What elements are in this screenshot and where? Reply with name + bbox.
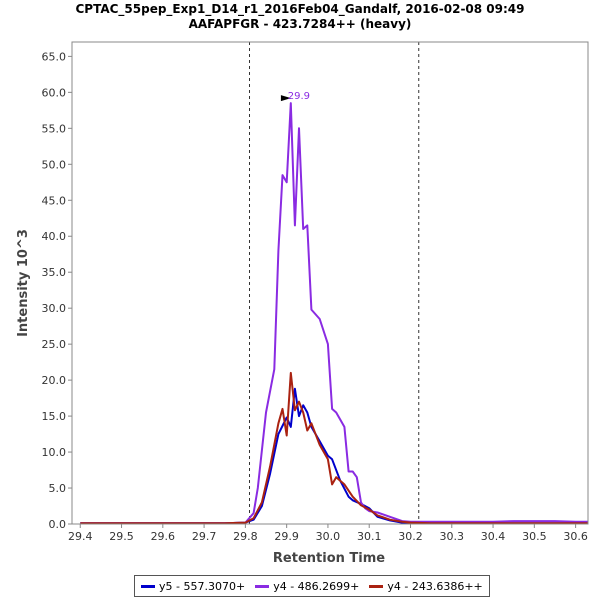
- x-tick-label: 29.6: [151, 530, 176, 543]
- x-tick-label: 30.0: [316, 530, 341, 543]
- peak-marker-arrow: [280, 95, 291, 102]
- x-tick-label: 29.7: [192, 530, 217, 543]
- chromatogram-chart: CPTAC_55pep_Exp1_D14_r1_2016Feb04_Gandal…: [16, 2, 589, 566]
- legend-label: y4 - 486.2699+: [273, 579, 360, 593]
- x-tick-label: 30.4: [481, 530, 506, 543]
- legend: y5 - 557.3070+ y4 - 486.2699+ y4 - 243.638…: [134, 575, 490, 597]
- y-axis-ticks: 0.0 5.0 10.0 15.0 20.0 25.0 30.0 35.0 40.0 45.0 50…: [42, 50, 72, 531]
- y-tick-label: 40.0: [42, 230, 67, 243]
- peak-label: 29.9: [288, 91, 310, 102]
- x-tick-label: 29.4: [68, 530, 93, 543]
- chart-subtitle: AAFAPFGR - 423.7284++ (heavy): [189, 17, 412, 31]
- legend-swatch: [255, 584, 270, 588]
- legend-item: y4 - 486.2699+: [255, 580, 359, 593]
- x-tick-label: 29.5: [109, 530, 134, 543]
- x-tick-label: 30.6: [563, 530, 588, 543]
- y-tick-label: 45.0: [42, 194, 67, 207]
- x-tick-label: 29.9: [274, 530, 299, 543]
- legend-item: y4 - 243.6386++: [369, 579, 483, 593]
- plot-area-border: [71, 41, 589, 525]
- legend-swatch: [141, 584, 155, 588]
- y-tick-label: 65.0: [42, 50, 67, 63]
- x-tick-label: 29.8: [233, 530, 258, 543]
- y-tick-label: 15.0: [42, 410, 67, 423]
- y-tick-label: 10.0: [42, 446, 67, 459]
- x-tick-label: 30.3: [440, 530, 465, 543]
- x-tick-label: 30.5: [522, 530, 547, 543]
- x-axis-label: Retention Time: [273, 551, 385, 566]
- x-tick-label: 30.1: [357, 530, 382, 543]
- y-axis-label: Intensity 10^3: [16, 229, 31, 337]
- series-line-1: [80, 102, 588, 525]
- series-line-0: [80, 387, 588, 525]
- y-tick-label: 25.0: [42, 338, 67, 351]
- legend-item: y5 - 557.3070+: [141, 580, 245, 593]
- y-tick-label: 60.0: [42, 86, 67, 99]
- y-tick-label: 50.0: [42, 158, 67, 171]
- y-tick-label: 20.0: [42, 374, 67, 387]
- chart-title: CPTAC_55pep_Exp1_D14_r1_2016Feb04_Gandal…: [75, 2, 524, 17]
- peak-annotation: 29.9: [280, 91, 310, 102]
- x-tick-label: 30.2: [398, 530, 423, 543]
- legend-swatch: [369, 584, 384, 588]
- y-tick-label: 0.0: [49, 518, 67, 531]
- y-tick-label: 5.0: [49, 482, 67, 495]
- x-axis-ticks: 29.4 29.5 29.6 29.7 29.8 29.9 30.0 30.1 30.2 30.3…: [68, 524, 588, 543]
- series-lines: [80, 102, 588, 525]
- y-tick-label: 30.0: [42, 302, 67, 315]
- peak-boundaries: [249, 42, 420, 524]
- legend-label: y5 - 557.3070+: [159, 579, 246, 593]
- y-tick-label: 35.0: [42, 266, 67, 279]
- legend-label: y4 - 243.6386++: [387, 579, 483, 593]
- y-tick-label: 55.0: [42, 122, 67, 135]
- series-line-2: [80, 371, 588, 525]
